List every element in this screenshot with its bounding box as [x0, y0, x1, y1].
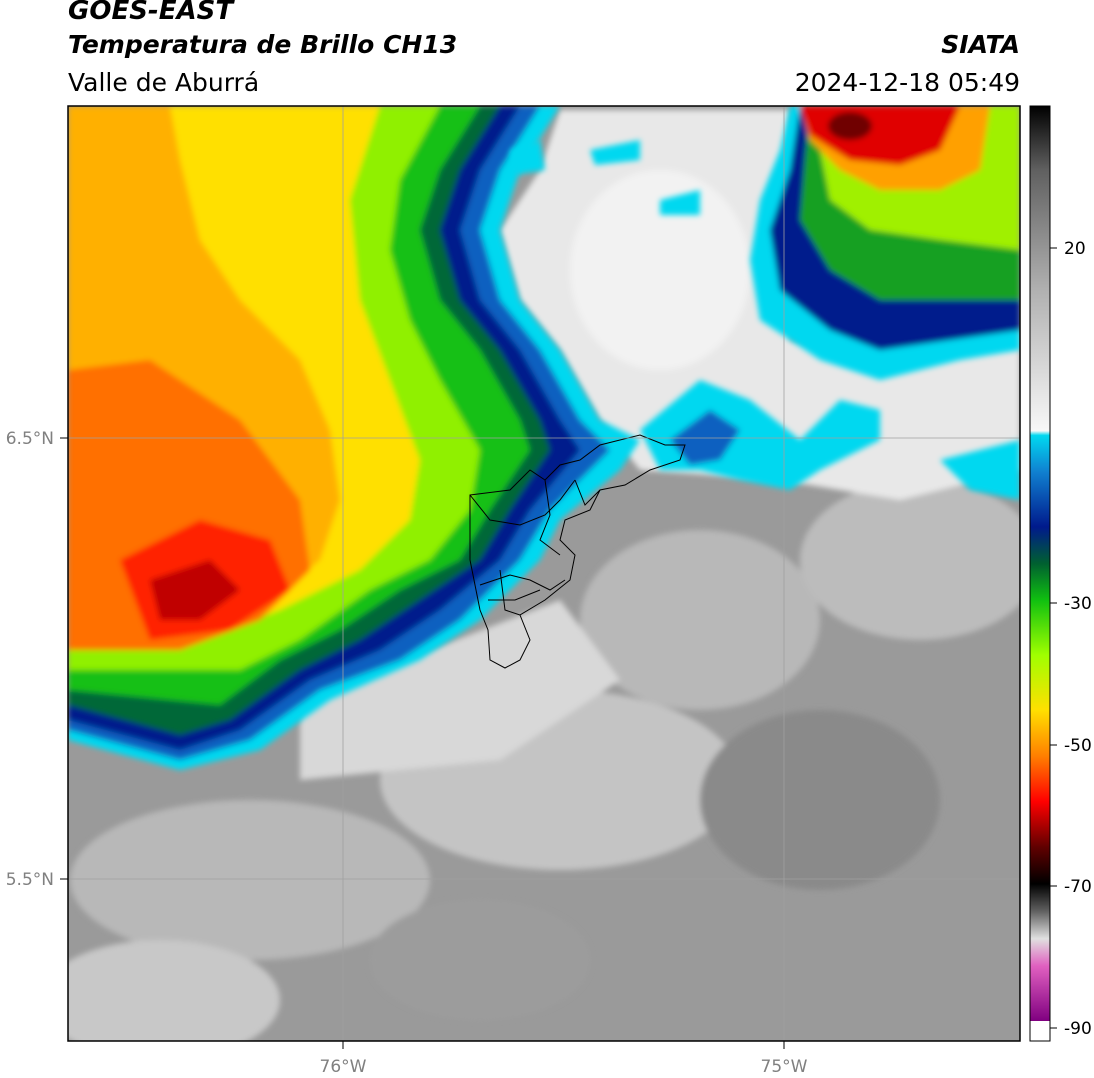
colorbar-tick-20: 20	[1064, 239, 1086, 259]
map-frame	[67, 105, 1021, 1042]
valle-de-aburra-boundary	[469, 434, 686, 669]
colorbar: 20 -30 -50 -70 -90	[1029, 105, 1092, 1042]
brightness-temperature-field	[68, 106, 1020, 1041]
colorbar-tick-minus30: -30	[1064, 594, 1092, 614]
graticule	[68, 106, 1020, 1041]
lat-label-5-5: 5.5°N	[6, 870, 54, 890]
product-title: Temperatura de Brillo CH13	[68, 30, 458, 59]
colorbar-tick-minus90: -90	[1064, 1019, 1092, 1039]
lon-label-76w: 76°W	[320, 1057, 367, 1077]
lat-label-6-5: 6.5°N	[6, 429, 54, 449]
lon-label-75w: 75°W	[761, 1057, 808, 1077]
region-title: Valle de Aburrá	[68, 68, 260, 97]
colorbar-tick-minus70: -70	[1064, 877, 1092, 897]
colorbar-tick-minus50: -50	[1064, 736, 1092, 756]
datetime-label: 2024-12-18 05:49	[794, 68, 1020, 97]
satellite-title: GOES-EAST	[68, 0, 234, 26]
organization-label: SIATA	[941, 30, 1020, 59]
